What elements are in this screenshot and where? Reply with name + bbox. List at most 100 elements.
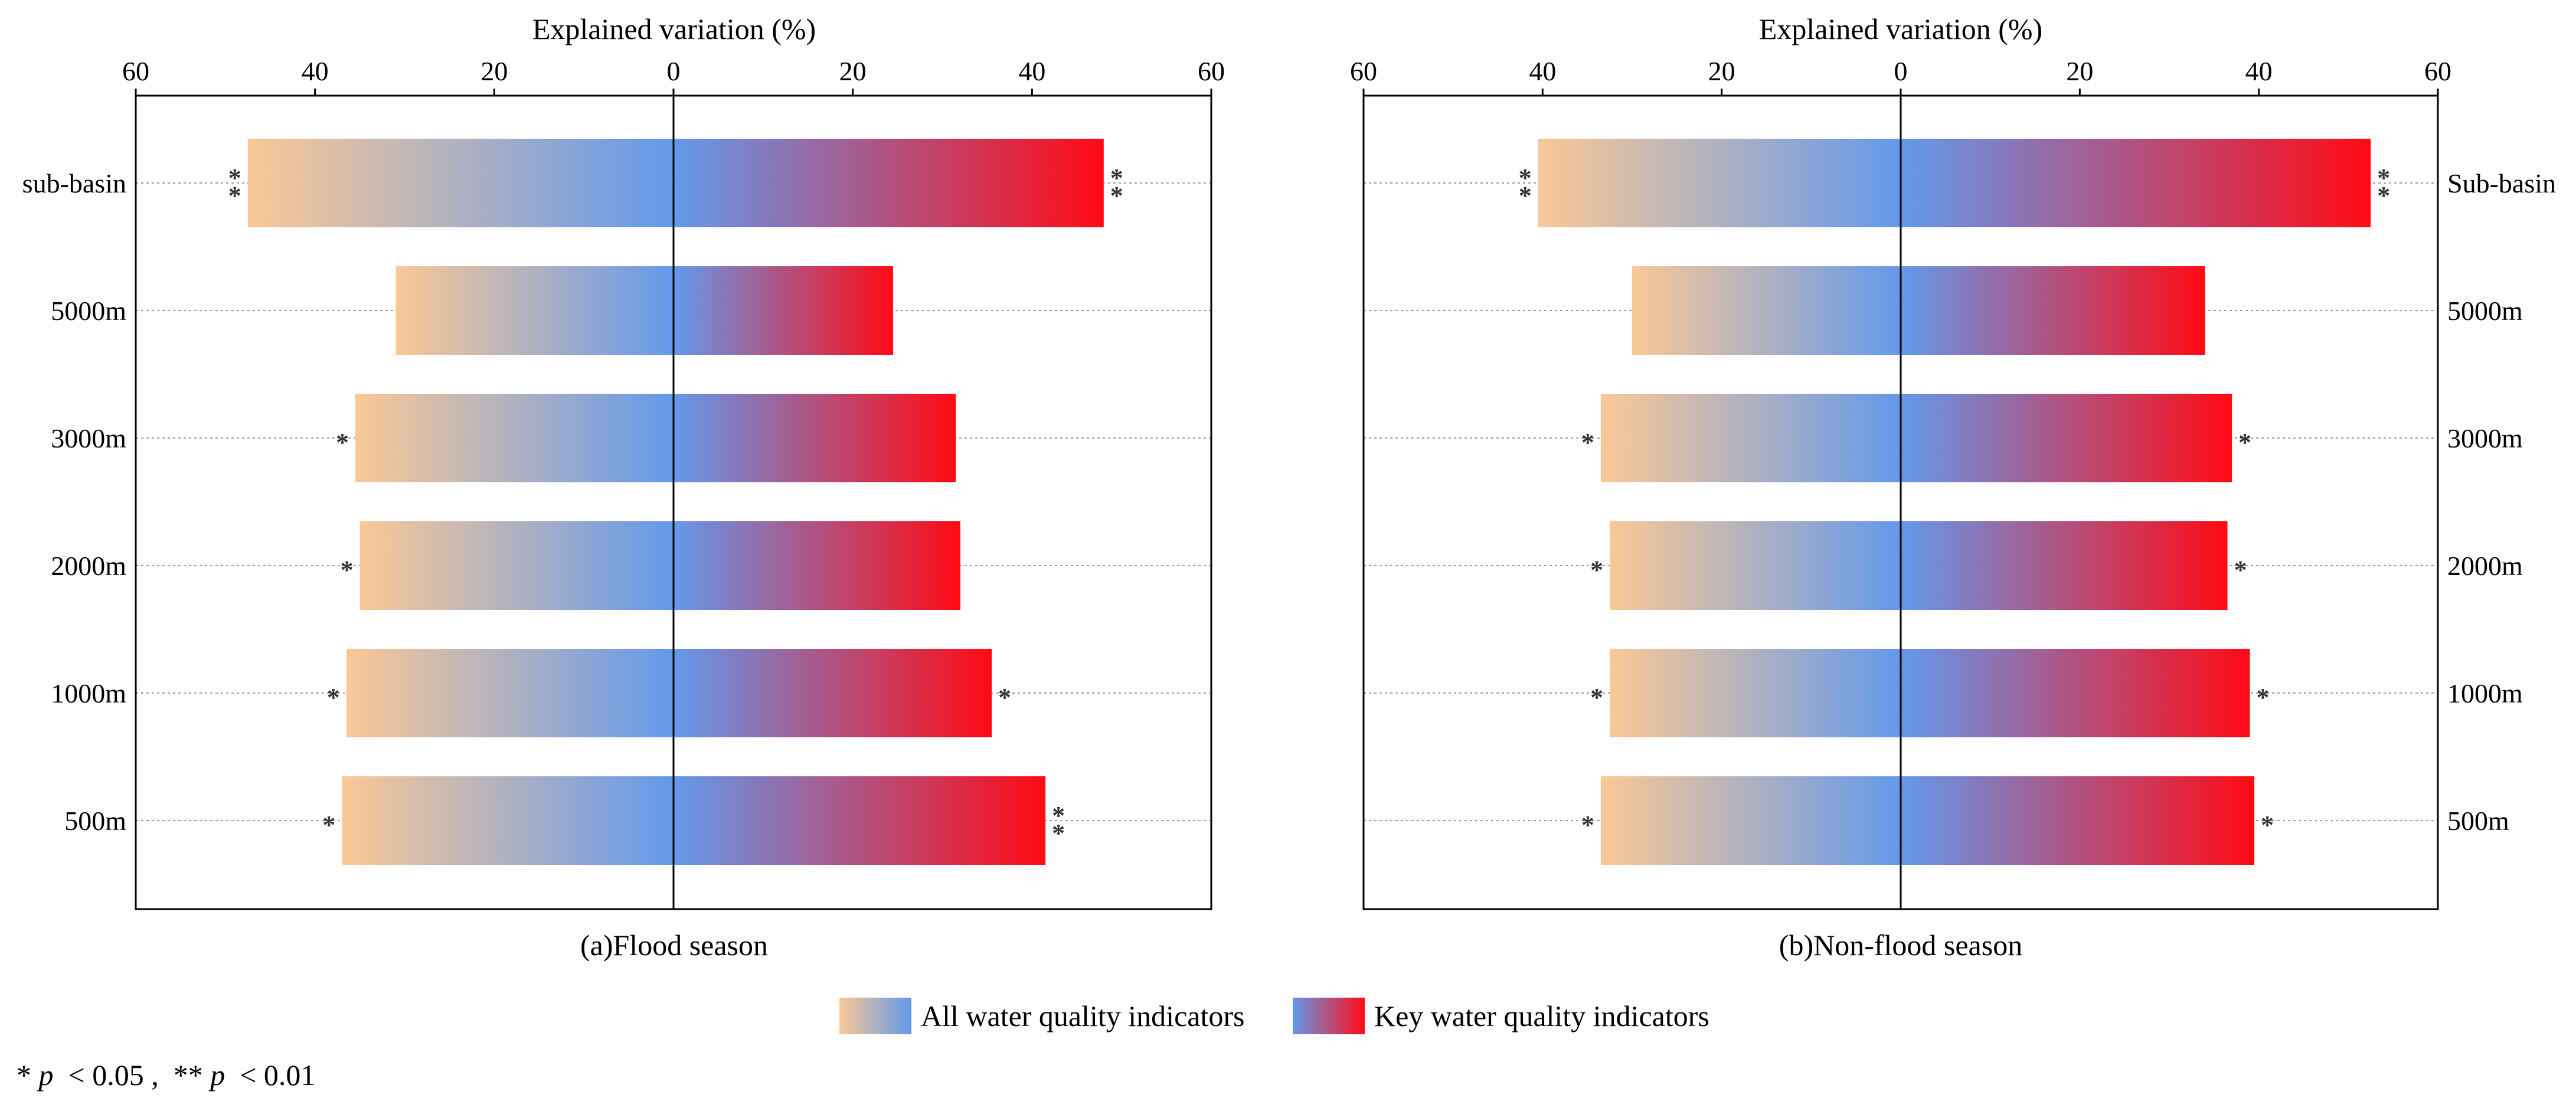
significance-mark: * (1110, 181, 1123, 210)
significance-mark: * (228, 181, 241, 210)
significance-mark: * (1052, 819, 1065, 848)
significance-mark: * (228, 164, 241, 192)
significance-mark: * (2257, 683, 2270, 712)
category-label: 5000m (51, 296, 126, 326)
bar-all-indicators (247, 139, 674, 227)
plot-frame (1362, 94, 2439, 910)
x-tick-label: 0 (1894, 56, 1908, 86)
bar-key-indicators (1901, 139, 2371, 227)
significance-mark: * (2238, 428, 2251, 457)
footnote-threshold-2: < 0.01 (233, 1058, 316, 1092)
significance-mark: * (1110, 164, 1123, 192)
x-tick-label: 40 (1529, 56, 1556, 86)
significance-mark: * (1581, 811, 1594, 839)
bar-key-indicators (674, 139, 1104, 227)
category-label: 1000m (2447, 678, 2523, 708)
footnote-p-symbol: p (208, 1058, 225, 1092)
significance-mark: * (1581, 428, 1594, 457)
panel-caption-nonflood: (b)Non-flood season (1779, 929, 2022, 962)
significance-mark: * (341, 556, 354, 584)
significance-mark: * (1590, 683, 1603, 712)
bar-key-indicators (1901, 521, 2228, 610)
legend-swatch-key (1293, 998, 1365, 1034)
plot-frame (135, 94, 1212, 910)
significance-mark: * (998, 683, 1011, 712)
significance-footnote: * p < 0.05 , ** p < 0.01 (17, 1058, 315, 1092)
category-label: 500m (2447, 806, 2509, 836)
category-label: 3000m (51, 423, 126, 453)
legend: All water quality indicators Key water q… (839, 998, 1709, 1034)
bar-key-indicators (674, 776, 1046, 865)
category-label: 3000m (2447, 423, 2523, 453)
category-label: 1000m (51, 678, 126, 708)
x-tick-label: 60 (2424, 56, 2451, 86)
footnote-threshold-1: < 0.05 , (61, 1058, 166, 1092)
bar-all-indicators (395, 266, 674, 355)
footnote-p-symbol: p (37, 1058, 54, 1092)
bar-key-indicators (674, 649, 992, 737)
bar-key-indicators (1901, 649, 2250, 737)
x-axis-title: Explained variation (%) (1759, 12, 2042, 45)
category-label: 500m (64, 806, 126, 836)
significance-mark: * (327, 683, 340, 712)
x-tick-label: 40 (302, 56, 329, 86)
bar-all-indicators (342, 776, 674, 865)
significance-mark: * (2377, 164, 2390, 192)
bar-key-indicators (1901, 394, 2232, 482)
x-tick-label: 20 (1708, 56, 1735, 86)
x-tick-label: 40 (1018, 56, 1045, 86)
significance-mark: * (2234, 556, 2247, 584)
bar-all-indicators (1600, 776, 1901, 865)
significance-mark: * (1519, 181, 1532, 210)
x-axis-ticks: 60 40 20 0 20 40 60 (1350, 56, 2451, 96)
x-tick-label: 60 (1350, 56, 1377, 86)
x-tick-label: 20 (480, 56, 508, 86)
x-tick-label: 0 (667, 56, 681, 86)
significance-mark: * (1519, 164, 1532, 192)
bars (1538, 139, 2371, 865)
bar-all-indicators (1610, 521, 1901, 610)
x-tick-label: 40 (2245, 56, 2273, 86)
bars (247, 139, 1104, 865)
flood-season-chart: Explained variation (%) 60 40 20 0 20 40 60 su… (22, 12, 1225, 962)
legend-label-all: All water quality indicators (921, 999, 1244, 1032)
legend-label-key: Key water quality indicators (1374, 999, 1709, 1032)
footnote-star-single: * (17, 1058, 31, 1092)
significance-mark: * (336, 428, 349, 457)
bar-key-indicators (674, 266, 893, 355)
bar-all-indicators (1600, 394, 1901, 482)
significance-marks: ***** ** ** ** * (1519, 164, 2391, 839)
significance-marks: ******* ** ** (228, 164, 1123, 848)
category-label: 2000m (2447, 551, 2523, 581)
bar-all-indicators (359, 521, 674, 610)
significance-mark: * (1052, 801, 1065, 830)
category-label: 2000m (51, 551, 126, 581)
bar-key-indicators (1901, 266, 2205, 355)
bar-key-indicators (674, 521, 960, 610)
bar-key-indicators (674, 394, 956, 482)
bar-all-indicators (1632, 266, 1901, 355)
x-tick-label: 20 (2066, 56, 2093, 86)
significance-mark: * (1590, 556, 1603, 584)
bar-all-indicators (1538, 139, 1901, 227)
x-axis-title: Explained variation (%) (532, 12, 816, 45)
legend-swatch-all (839, 998, 911, 1034)
category-label: sub-basin (22, 168, 126, 198)
category-label: Sub-basin (2447, 168, 2556, 198)
category-labels: Sub-basin 5000m 3000m 2000m 1000m 500m (2447, 168, 2556, 836)
category-label: 5000m (2447, 296, 2523, 326)
bar-key-indicators (1901, 776, 2255, 865)
significance-mark: * (2377, 181, 2390, 210)
x-tick-label: 20 (839, 56, 867, 86)
significance-mark: * (322, 811, 335, 839)
non-flood-season-chart: Explained variation (%) 60 40 20 0 20 40 60 Su… (1350, 12, 2556, 962)
significance-mark: * (2261, 811, 2274, 839)
x-axis-ticks: 60 40 20 0 20 40 60 (122, 56, 1225, 96)
panel-caption-flood: (a)Flood season (580, 929, 768, 962)
x-tick-label: 60 (122, 56, 149, 86)
bar-all-indicators (355, 394, 674, 482)
bar-all-indicators (1610, 649, 1901, 737)
footnote-star-double: ** (174, 1058, 203, 1092)
x-tick-label: 60 (1198, 56, 1225, 86)
